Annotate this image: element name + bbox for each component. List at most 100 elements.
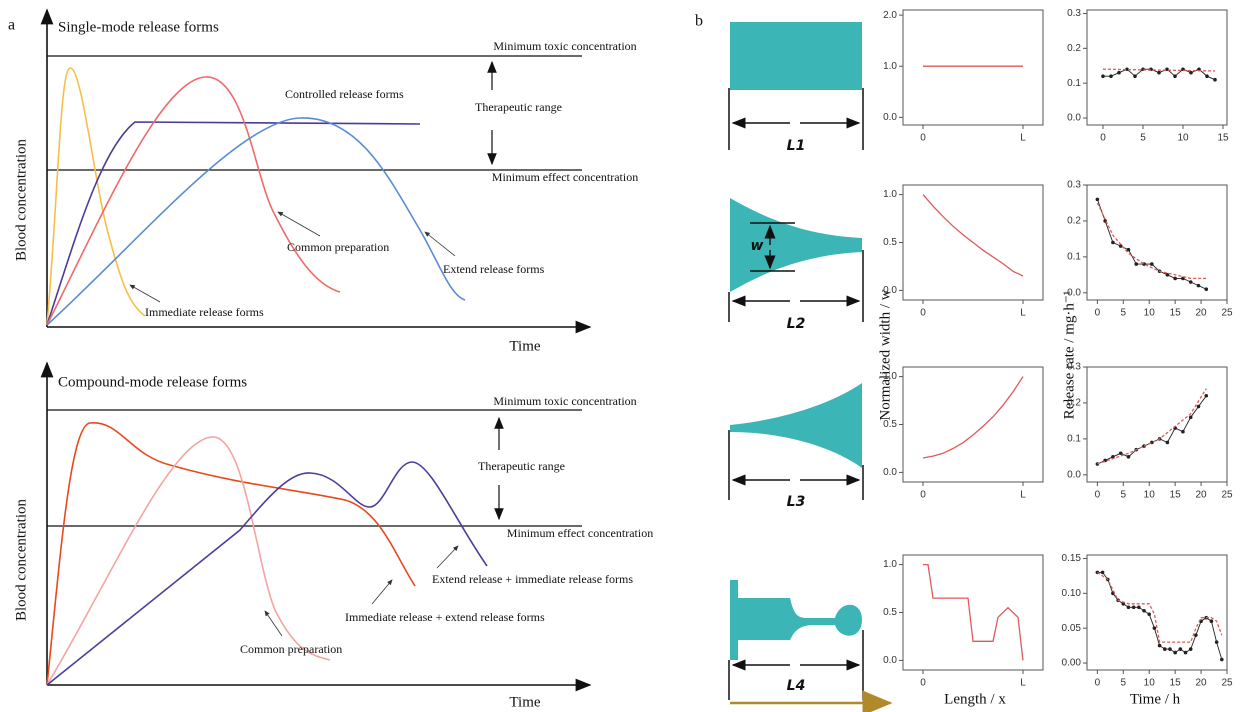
y-tick-label: 1.0 <box>883 189 897 200</box>
annotation: Immediate release forms <box>145 305 264 319</box>
x-tick-label: 20 <box>1196 678 1208 689</box>
data-point <box>1214 640 1219 644</box>
y-tick-label: 0.1 <box>1067 252 1081 263</box>
data-point <box>1165 67 1169 72</box>
data-line <box>1097 571 1223 643</box>
x-tick-label: 0 <box>1095 678 1101 689</box>
x-tick-label: 10 <box>1144 678 1156 689</box>
data-point <box>1194 633 1198 637</box>
y-tick-label: 0.10 <box>1062 588 1082 599</box>
y-tick-label: 0.5 <box>883 607 897 618</box>
data-line <box>1097 395 1207 465</box>
annotation: Controlled release forms <box>285 87 404 101</box>
x-tick-label: 5 <box>1121 678 1127 689</box>
data-point <box>1152 626 1157 630</box>
x-tick-label: 25 <box>1221 490 1233 501</box>
panel-b-shapes: b L1 L2 L3 L4 w Normalized width / w Rel… <box>695 13 1181 712</box>
dimension-marks <box>728 88 864 700</box>
shape-l4 <box>730 580 862 660</box>
data-point <box>1173 650 1177 655</box>
curve <box>46 76 341 326</box>
data-line <box>923 563 1024 661</box>
x-tick-label: L <box>1020 490 1026 501</box>
data-point <box>1181 276 1185 281</box>
effect-label: Minimum effect concentration <box>492 170 638 184</box>
y-tick-label: 0.1 <box>1067 78 1081 89</box>
shape-label: L2 <box>787 316 806 332</box>
x-axis-label: Time <box>509 338 540 354</box>
y-tick-label: 0.1 <box>1067 434 1081 445</box>
data-point <box>1188 280 1193 284</box>
leader <box>264 610 283 637</box>
data-point <box>1142 608 1146 613</box>
leader <box>371 579 393 605</box>
x-tick-label: 10 <box>1177 133 1189 144</box>
data-point <box>1189 70 1193 75</box>
data-point <box>1111 240 1115 245</box>
y-tick-label: 0.2 <box>1067 43 1081 54</box>
y-tick-label: 0.0 <box>1067 113 1081 124</box>
toxic-label: Minimum toxic concentration <box>493 394 636 408</box>
y-tick-label: 1.0 <box>883 61 897 72</box>
data-point <box>1196 283 1201 288</box>
data-point <box>1118 244 1123 248</box>
annotation: Immediate release + extend release forms <box>345 610 545 624</box>
x-tick-label: 0 <box>920 133 926 144</box>
plot-frame <box>1086 184 1228 301</box>
panel-a-top: a Single-mode release forms Minimum toxi… <box>8 8 638 354</box>
data-point <box>1173 74 1177 79</box>
x-axis-label: Time <box>509 694 540 710</box>
y-tick-label: 0.15 <box>1062 553 1082 564</box>
annotation: Extend release forms <box>443 262 545 276</box>
data-point <box>1133 74 1137 79</box>
data-point <box>1150 262 1154 266</box>
data-point <box>1168 647 1172 651</box>
data-line <box>1096 199 1207 290</box>
annotation: Common preparation <box>287 240 389 254</box>
x-tick-label: 15 <box>1170 308 1182 319</box>
leader <box>129 284 161 303</box>
data-point <box>1196 404 1201 409</box>
leader <box>424 231 456 257</box>
dimension-arrows <box>731 117 861 671</box>
x-tick-label: 10 <box>1144 490 1156 501</box>
data-point <box>1157 70 1161 75</box>
x-tick-label: 10 <box>1144 308 1156 319</box>
x-tick-label: 0 <box>1095 308 1101 319</box>
y-tick-label: 0.00 <box>1062 658 1082 669</box>
data-point <box>1147 612 1152 617</box>
x-tick-label: 5 <box>1140 133 1146 144</box>
y-tick-label: 0.3 <box>1067 362 1081 373</box>
data-point <box>1188 647 1193 651</box>
y-axis-label: Normalized width / w <box>877 289 893 420</box>
y-tick-label: 0.0 <box>1067 469 1081 480</box>
data-point <box>1118 451 1123 456</box>
data-line <box>1097 388 1207 465</box>
data-line <box>922 194 1024 277</box>
data-point <box>1165 440 1170 445</box>
x-tick-label: 25 <box>1221 678 1233 689</box>
y-tick-label: 0.2 <box>1067 398 1081 409</box>
y-tick-label: 0.0 <box>883 285 897 296</box>
data-point <box>1134 262 1139 266</box>
effect-label: Minimum effect concentration <box>507 526 653 540</box>
data-point <box>1209 619 1214 624</box>
data-point <box>1126 455 1131 459</box>
data-point <box>1126 605 1131 610</box>
annotation: Common preparation <box>240 642 342 656</box>
x-tick-label: 0 <box>920 678 926 689</box>
plot-frame <box>1086 554 1228 671</box>
curve <box>46 67 146 326</box>
x-tick-label: L <box>1020 308 1026 319</box>
x-tick-label: 0 <box>920 490 926 501</box>
x-tick-label: 20 <box>1196 490 1208 501</box>
data-point <box>1181 429 1185 434</box>
x-axis-label: Length / x <box>944 691 1006 707</box>
data-point <box>1125 67 1129 72</box>
data-point <box>1109 74 1113 79</box>
leader <box>277 211 321 237</box>
shape-label: L3 <box>787 494 806 510</box>
x-tick-label: 0 <box>920 308 926 319</box>
y-axis-label: Release rate / mg·h⁻¹ <box>1061 291 1077 420</box>
data-point <box>1220 657 1224 662</box>
